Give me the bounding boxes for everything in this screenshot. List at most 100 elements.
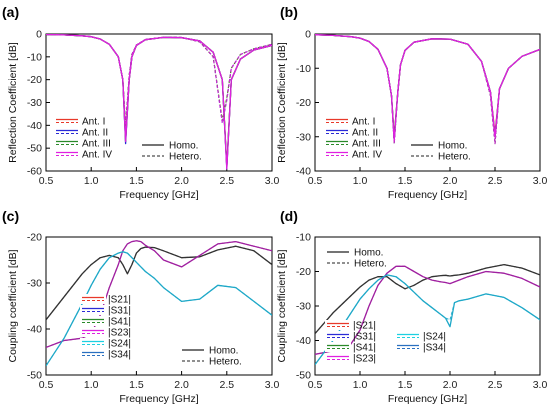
panel-c-legend-homo-label: Homo. bbox=[209, 346, 238, 357]
panel-d-xtick-label: 2.5 bbox=[488, 379, 503, 391]
panel-a-legend-label: Ant. IV bbox=[82, 150, 112, 161]
panel-b-legend-swatch-bg bbox=[324, 138, 350, 148]
panel-c-series-homo-line bbox=[46, 240, 272, 349]
panel-c-legend-label: |S31| bbox=[108, 306, 131, 317]
panel-c-legend-swatch-bg bbox=[80, 327, 106, 337]
panel-c-ytick-label: -40 bbox=[27, 324, 42, 336]
panel-d-xlabel: Frequency [GHz] bbox=[388, 393, 467, 405]
panel-a-xtick-label: 2.0 bbox=[174, 175, 189, 187]
panel-b-ytick-label: 0 bbox=[305, 29, 311, 41]
panel-a-series-homo-line bbox=[46, 34, 272, 170]
panel-d-ytick-label: -50 bbox=[296, 370, 311, 382]
panel-d-legend-homo-label: Homo. bbox=[354, 248, 383, 259]
panel-a-ytick-label: -10 bbox=[27, 51, 42, 63]
panel-b-legend-swatch-bg bbox=[324, 127, 350, 137]
panel-d-ylabel: Coupling coefficient [dB] bbox=[276, 249, 288, 362]
panel-b-xtick-label: 1.0 bbox=[353, 175, 368, 187]
panel-a-legend-homo-label: Homo. bbox=[169, 141, 198, 152]
panel-a-ytick-label: -20 bbox=[27, 74, 42, 86]
panel-a-legend-swatch-bg bbox=[54, 149, 80, 159]
panel-b-legend-label: Ant. IV bbox=[352, 150, 382, 161]
panel-b-ytick-label: -40 bbox=[296, 166, 311, 178]
panel-b-xlabel: Frequency [GHz] bbox=[388, 189, 467, 201]
panel-b-xtick-label: 0.5 bbox=[308, 175, 323, 187]
panel-a-legend-hetero-label: Hetero. bbox=[169, 152, 202, 163]
panel-c-xlabel: Frequency [GHz] bbox=[119, 393, 198, 405]
panel-b-xtick-label: 2.5 bbox=[488, 175, 503, 187]
panel-label-b: (b) bbox=[280, 4, 298, 20]
panel-a-legend-swatch-bg bbox=[54, 138, 80, 148]
panel-b-legend-label: Ant. II bbox=[352, 128, 378, 139]
panel-c-frame bbox=[45, 236, 273, 376]
panel-c-xtick-label: 1.0 bbox=[84, 379, 99, 391]
panel-a-ytick-label: -60 bbox=[27, 166, 42, 178]
panel-c-xtick-label: 0.5 bbox=[39, 379, 54, 391]
panel-b-legend-label: Ant. III bbox=[352, 139, 381, 150]
panel-b-xtick-label: 2.0 bbox=[443, 175, 458, 187]
panel-d-ytick-label: -20 bbox=[296, 266, 311, 278]
panel-c-curves bbox=[46, 240, 272, 367]
panel-b-ylabel: Reflection Coefficient [dB] bbox=[276, 42, 288, 163]
panel-c-legend-swatch-bg bbox=[80, 338, 106, 348]
panel-c-legend-label: |S34| bbox=[108, 350, 131, 361]
panel-a-legend-label: Ant. III bbox=[82, 139, 111, 150]
panel-c-xtick-label: 1.5 bbox=[129, 379, 144, 391]
panel-d-ytick-label: -40 bbox=[296, 335, 311, 347]
panel-b-legend-homo-label: Homo. bbox=[438, 141, 467, 152]
panel-a-series-hetero-line bbox=[46, 34, 272, 126]
panel-d-plot: 0.5 1.0 1.5 2.0 2.5 3.0 -10 -20 -30 -40 -50 Frequen… bbox=[276, 232, 547, 406]
panel-d-legend-label: |S24| bbox=[423, 332, 446, 343]
panel-c-legend-label: |S24| bbox=[108, 339, 131, 350]
panel-a-xtick-label: 1.0 bbox=[84, 175, 99, 187]
panel-b-ytick-label: -20 bbox=[296, 97, 311, 109]
panel-a-curves bbox=[46, 34, 272, 170]
panel-b-curves bbox=[315, 34, 540, 145]
panel-d-xtick-label: 1.0 bbox=[353, 379, 368, 391]
panel-d-xtick-label: 3.0 bbox=[533, 379, 548, 391]
panel-label-a: (a) bbox=[2, 4, 19, 20]
panel-a-series-hetero-line bbox=[46, 34, 272, 129]
panel-a-series-hetero-line bbox=[46, 34, 272, 129]
panel-d-xtick-label: 1.5 bbox=[398, 379, 413, 391]
panel-c-legend-swatch-bg bbox=[80, 305, 106, 315]
panel-label-d: (d) bbox=[280, 208, 298, 224]
panel-b-legend-label: Ant. I bbox=[352, 117, 375, 128]
panel-c-legend-swatch-bg bbox=[80, 294, 106, 304]
panel-d-ytick-label: -10 bbox=[296, 232, 311, 244]
panel-d-legend-label: |S23| bbox=[353, 354, 376, 365]
panel-c-series-hetero-line bbox=[46, 251, 272, 367]
panel-c-legend-label: |S23| bbox=[108, 328, 131, 339]
panel-c-series-hetero-line bbox=[46, 240, 272, 348]
panel-c-plot: 0.5 1.0 1.5 2.0 2.5 3.0 -20 -30 -40 -50 Frequency … bbox=[7, 232, 279, 406]
panel-c-legend-swatch-bg bbox=[80, 349, 106, 359]
panel-a-xlabel: Frequency [GHz] bbox=[119, 189, 198, 201]
panel-d-legend-swatch-bg bbox=[395, 331, 421, 341]
panel-a-ytick-label: -50 bbox=[27, 143, 42, 155]
panel-d-legend-swatch-bg bbox=[325, 342, 351, 352]
panel-label-c: (c) bbox=[2, 208, 19, 224]
panel-d-legend-swatch-bg bbox=[325, 320, 351, 330]
panel-d-series-hetero-line bbox=[315, 274, 540, 365]
panel-a-legend-swatch-bg bbox=[54, 116, 80, 126]
panel-d-ytick-label: -30 bbox=[296, 301, 311, 313]
panel-a-xtick-label: 2.5 bbox=[219, 175, 234, 187]
panel-a-xtick-label: 3.0 bbox=[265, 175, 280, 187]
panel-d-legend-label: |S21| bbox=[353, 321, 376, 332]
panel-d-series-hetero-line bbox=[315, 265, 540, 355]
panel-b-series-hetero-line bbox=[315, 34, 540, 145]
panel-c-legend-hetero-label: Hetero. bbox=[209, 357, 242, 368]
panel-d-legend-swatch-bg bbox=[325, 353, 351, 363]
panel-d-legend-swatch-bg bbox=[325, 331, 351, 341]
panel-a-ytick-label: -30 bbox=[27, 97, 42, 109]
panel-d-legend-label: |S34| bbox=[423, 343, 446, 354]
panel-b-plot: 0.5 1.0 1.5 2.0 2.5 3.0 0 -10 -20 -30 -40 Frequency… bbox=[276, 29, 547, 202]
panel-a-legend-label: Ant. II bbox=[82, 128, 108, 139]
panel-d-xtick-label: 0.5 bbox=[308, 379, 323, 391]
panel-d-xtick-label: 2.0 bbox=[443, 379, 458, 391]
panel-d-legend-hetero-label: Hetero. bbox=[354, 259, 387, 270]
panel-b-legend-hetero-label: Hetero. bbox=[438, 152, 471, 163]
panel-c-series-hetero-line bbox=[46, 245, 272, 321]
panel-b-ytick-label: -10 bbox=[296, 63, 311, 75]
panel-c-ylabel: Coupling coefficient [dB] bbox=[7, 249, 19, 362]
